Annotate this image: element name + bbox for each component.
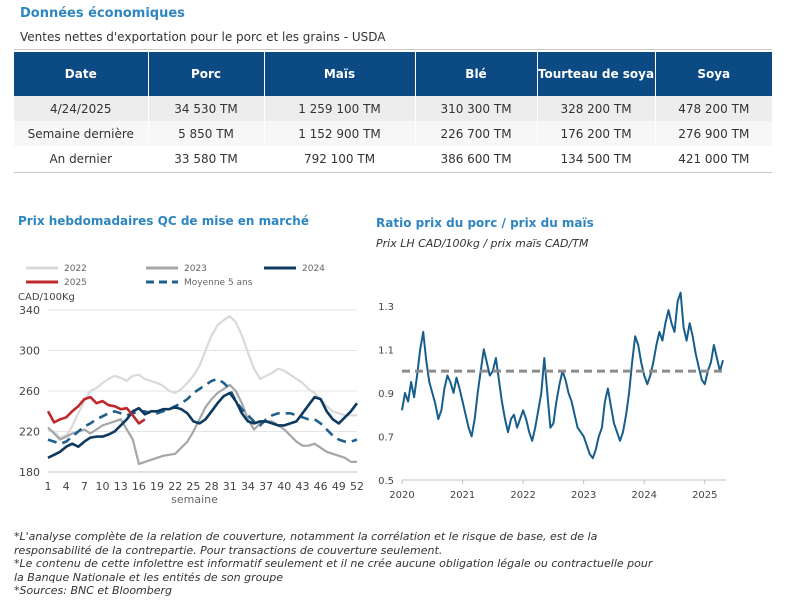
x-tick-label: 2020 — [389, 490, 414, 501]
legend-label: 2024 — [302, 264, 325, 274]
y-tick-label: 1.1 — [378, 345, 394, 356]
series-line-moyenne-5-ans — [47, 377, 358, 445]
x-tick-label: 2024 — [632, 490, 657, 501]
y-tick-label: 1.3 — [378, 302, 394, 313]
table-cell: 1 259 100 TM — [264, 96, 416, 121]
y-tick-label: 340 — [19, 304, 40, 317]
chart-title-ratio: Ratio prix du porc / prix du maïs — [376, 216, 594, 230]
series-line-2024 — [47, 391, 359, 459]
footnotes: *L'analyse complète de la relation de co… — [14, 530, 654, 598]
column-header-soya: Soya — [655, 52, 772, 96]
legend-label: 2022 — [64, 264, 87, 274]
table-cell: 328 200 TM — [537, 96, 656, 121]
x-tick-label: 1 — [45, 480, 52, 493]
y-tick-label: 0.5 — [378, 476, 394, 487]
x-tick-label: 49 — [332, 480, 346, 493]
column-header-date: Date — [14, 52, 149, 96]
table-header-row: Date Porc Maïs Blé Tourteau de soya Soya — [14, 52, 772, 96]
table-cell: 386 600 TM — [415, 146, 538, 171]
footnote-coverage: *L'analyse complète de la relation de co… — [14, 530, 598, 557]
x-axis-label: semaine — [171, 493, 218, 506]
column-header-porc: Porc — [148, 52, 265, 96]
y-tick-label: 180 — [19, 466, 40, 479]
table-cell: 34 530 TM — [148, 96, 265, 121]
y-axis-label: CAD/100Kg — [18, 292, 75, 303]
table-cell: An dernier — [14, 146, 149, 171]
x-tick-label: 19 — [150, 480, 164, 493]
column-header-ble: Blé — [415, 52, 538, 96]
y-tick-label: 0.7 — [378, 432, 394, 443]
series-line-2023 — [47, 383, 357, 465]
table-row: 4/24/2025 34 530 TM 1 259 100 TM 310 300… — [14, 96, 772, 121]
ratio-chart: 1.3 1.1 0.9 0.7 0.5 2020 2021 2022 2023 2024 2025 — [378, 291, 726, 501]
x-tick-label: 4 — [63, 480, 70, 493]
legend-label: 2025 — [64, 278, 87, 288]
table-cell: 478 200 TM — [655, 96, 772, 121]
ratio-series-line — [401, 291, 724, 460]
x-tick-label: 25 — [186, 480, 200, 493]
table-cell: 33 580 TM — [148, 146, 265, 171]
x-tick-label: 40 — [277, 480, 291, 493]
column-header-tourteau: Tourteau de soya — [537, 52, 656, 96]
series-line-2022 — [47, 314, 357, 439]
export-sales-table: Date Porc Maïs Blé Tourteau de soya Soya… — [14, 52, 772, 171]
chart-subtitle-ratio: Prix LH CAD/100kg / prix maïs CAD/TM — [376, 237, 589, 250]
x-tick-label: 28 — [205, 480, 219, 493]
table-cell: 310 300 TM — [415, 96, 538, 121]
y-tick-label: 260 — [19, 385, 40, 398]
top-divider — [14, 49, 772, 50]
x-tick-label: 43 — [295, 480, 309, 493]
x-tick-label: 34 — [241, 480, 255, 493]
legend-label: Moyenne 5 ans — [184, 278, 253, 288]
table-cell: 134 500 TM — [537, 146, 656, 171]
page-subtitle: Ventes nettes d'exportation pour le porc… — [20, 30, 386, 44]
table-cell: 226 700 TM — [415, 121, 538, 146]
footnote-sources: *Sources: BNC et Bloomberg — [14, 584, 173, 597]
chart-title-weekly-prices: Prix hebdomadaires QC de mise en marché — [18, 214, 309, 228]
table-cell: Semaine dernière — [14, 121, 149, 146]
table-cell: 4/24/2025 — [14, 96, 149, 121]
footnote-disclaimer: *Le contenu de cette infolettre est info… — [14, 557, 653, 584]
x-tick-label: 13 — [114, 480, 128, 493]
table-row: An dernier 33 580 TM 792 100 TM 386 600 … — [14, 146, 772, 171]
table-cell: 1 152 900 TM — [264, 121, 416, 146]
x-tick-label: 37 — [259, 480, 273, 493]
x-tick-label: 2021 — [450, 490, 475, 501]
y-tick-label: 0.9 — [378, 389, 394, 400]
column-header-mais: Maïs — [264, 52, 416, 96]
x-tick-label: 22 — [168, 480, 182, 493]
legend-label: 2023 — [184, 264, 207, 274]
x-tick-label: 31 — [223, 480, 237, 493]
x-tick-label: 2022 — [510, 490, 535, 501]
table-cell: 421 000 TM — [655, 146, 772, 171]
x-tick-label: 16 — [132, 480, 146, 493]
x-tick-label: 10 — [96, 480, 110, 493]
x-tick-label: 7 — [81, 480, 88, 493]
page-title: Données économiques — [20, 6, 185, 21]
x-tick-label: 2023 — [571, 490, 596, 501]
table-bottom-divider — [14, 172, 772, 173]
y-tick-label: 220 — [19, 426, 40, 439]
table-cell: 5 850 TM — [148, 121, 265, 146]
x-tick-label: 52 — [350, 480, 364, 493]
series-line-2025 — [46, 395, 146, 425]
table-row: Semaine dernière 5 850 TM 1 152 900 TM 2… — [14, 121, 772, 146]
table-cell: 176 200 TM — [537, 121, 656, 146]
y-tick-label: 300 — [19, 345, 40, 358]
x-tick-label: 2025 — [692, 490, 717, 501]
x-tick-label: 46 — [314, 480, 328, 493]
table-cell: 792 100 TM — [264, 146, 416, 171]
table-cell: 276 900 TM — [655, 121, 772, 146]
